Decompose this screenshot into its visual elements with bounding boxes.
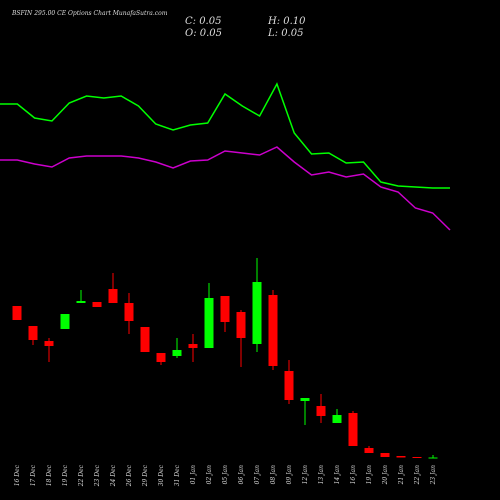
info-close: C: 0.05 <box>185 16 221 27</box>
x-tick-label: 13 Jan <box>318 465 325 485</box>
x-tick-label: 24 Dec <box>110 464 117 487</box>
candle-body <box>428 457 438 459</box>
candle-body <box>204 298 214 348</box>
x-tick-label: 02 Jan <box>206 465 213 485</box>
x-tick-label: 26 Dec <box>126 464 133 487</box>
x-tick-label: 08 Jan <box>270 465 277 485</box>
candle-body <box>44 341 54 346</box>
x-tick-label: 07 Jan <box>254 465 261 485</box>
x-tick-label: 12 Jan <box>302 465 309 485</box>
candle-body <box>284 371 294 400</box>
candle-body <box>412 457 422 458</box>
x-tick-label: 05 Jan <box>222 465 229 485</box>
candle-body <box>332 415 342 423</box>
candle-body <box>140 327 150 352</box>
x-tick-label: 20 Jan <box>382 465 389 486</box>
candle-body <box>268 295 278 366</box>
x-tick-label: 23 Dec <box>94 464 101 487</box>
x-tick-label: 19 Dec <box>62 464 69 486</box>
x-tick-label: 23 Jan <box>430 465 437 486</box>
indicator-line <box>0 82 450 189</box>
chart-title: BSFIN 295.00 CE Options Chart MunafaSutr… <box>11 10 168 17</box>
candle-body <box>300 398 310 401</box>
info-low: L: 0.05 <box>267 28 303 39</box>
candle-body <box>172 350 182 356</box>
candle-body <box>76 301 86 303</box>
candle-body <box>108 289 118 303</box>
x-tick-label: 22 Dec <box>78 464 85 487</box>
candle-body <box>188 344 198 348</box>
candle-body <box>252 282 262 344</box>
candle-body <box>380 453 390 457</box>
candle-body <box>12 306 22 320</box>
x-tick-label: 17 Dec <box>30 464 37 486</box>
x-tick-label: 22 Jan <box>414 465 421 486</box>
x-tick-label: 31 Dec <box>174 464 181 486</box>
x-tick-label: 16 Jan <box>350 465 357 485</box>
candle-body <box>92 302 102 307</box>
x-tick-label: 19 Jan <box>366 465 373 485</box>
candle-body <box>348 413 358 446</box>
x-tick-label: 21 Jan <box>398 465 405 486</box>
x-tick-label: 14 Jan <box>334 465 341 485</box>
x-tick-label: 09 Jan <box>286 465 293 485</box>
candle-body <box>124 303 134 321</box>
candle-body <box>156 353 166 362</box>
candle-body <box>28 326 38 340</box>
x-tick-label: 06 Jan <box>238 465 245 485</box>
x-tick-label: 18 Dec <box>46 464 53 486</box>
x-tick-label: 16 Dec <box>14 464 21 486</box>
info-high: H: 0.10 <box>267 16 306 27</box>
x-tick-label: 29 Dec <box>142 464 149 487</box>
info-open: O: 0.05 <box>185 28 222 39</box>
candle-body <box>220 296 230 322</box>
candle-body <box>316 406 326 416</box>
candle-body <box>60 314 70 329</box>
candle-body <box>396 456 406 458</box>
candle-body <box>236 312 246 338</box>
candle-body <box>364 448 374 453</box>
indicator-line <box>0 146 451 231</box>
x-tick-label: 01 Jan <box>190 465 197 485</box>
x-tick-label: 30 Dec <box>158 464 165 486</box>
